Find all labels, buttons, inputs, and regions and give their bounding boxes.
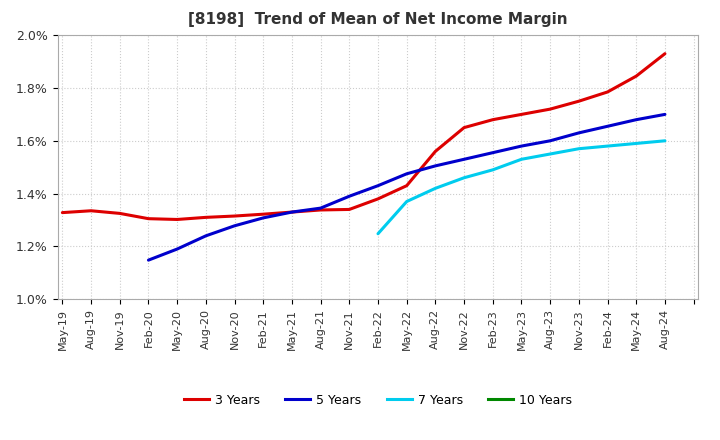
Line: 7 Years: 7 Years [378, 141, 665, 234]
5 Years [661, 112, 670, 117]
3 Years [661, 51, 670, 56]
7 Years [460, 175, 469, 180]
5 Years [460, 157, 469, 162]
7 Years [546, 151, 554, 157]
5 Years [374, 183, 382, 188]
3 Years [58, 210, 67, 215]
3 Years [202, 215, 210, 220]
5 Years [632, 117, 641, 122]
5 Years [431, 163, 440, 169]
3 Years [460, 125, 469, 130]
Title: [8198]  Trend of Mean of Net Income Margin: [8198] Trend of Mean of Net Income Margi… [188, 12, 568, 27]
3 Years [345, 207, 354, 212]
3 Years [287, 209, 296, 215]
5 Years [488, 150, 497, 155]
3 Years [402, 183, 411, 188]
5 Years [546, 138, 554, 143]
5 Years [230, 223, 239, 228]
5 Years [173, 246, 181, 252]
7 Years [431, 186, 440, 191]
7 Years [661, 138, 670, 143]
Line: 5 Years: 5 Years [148, 114, 665, 260]
3 Years [603, 89, 612, 95]
7 Years [488, 167, 497, 172]
3 Years [632, 73, 641, 79]
Line: 3 Years: 3 Years [63, 54, 665, 220]
5 Years [287, 209, 296, 215]
3 Years [259, 212, 268, 217]
5 Years [603, 124, 612, 129]
3 Years [374, 196, 382, 202]
3 Years [144, 216, 153, 221]
5 Years [517, 143, 526, 149]
7 Years [603, 143, 612, 149]
3 Years [173, 217, 181, 222]
7 Years [575, 146, 583, 151]
3 Years [488, 117, 497, 122]
7 Years [632, 141, 641, 146]
5 Years [316, 205, 325, 211]
3 Years [316, 207, 325, 213]
3 Years [115, 211, 124, 216]
7 Years [517, 157, 526, 162]
5 Years [144, 257, 153, 263]
3 Years [86, 208, 95, 213]
7 Years [402, 199, 411, 204]
3 Years [575, 99, 583, 104]
3 Years [546, 106, 554, 112]
5 Years [345, 194, 354, 199]
Legend: 3 Years, 5 Years, 7 Years, 10 Years: 3 Years, 5 Years, 7 Years, 10 Years [179, 389, 577, 412]
5 Years [402, 171, 411, 176]
3 Years [230, 213, 239, 219]
5 Years [202, 233, 210, 238]
3 Years [431, 149, 440, 154]
3 Years [517, 112, 526, 117]
7 Years [374, 231, 382, 236]
5 Years [259, 215, 268, 220]
5 Years [575, 130, 583, 136]
